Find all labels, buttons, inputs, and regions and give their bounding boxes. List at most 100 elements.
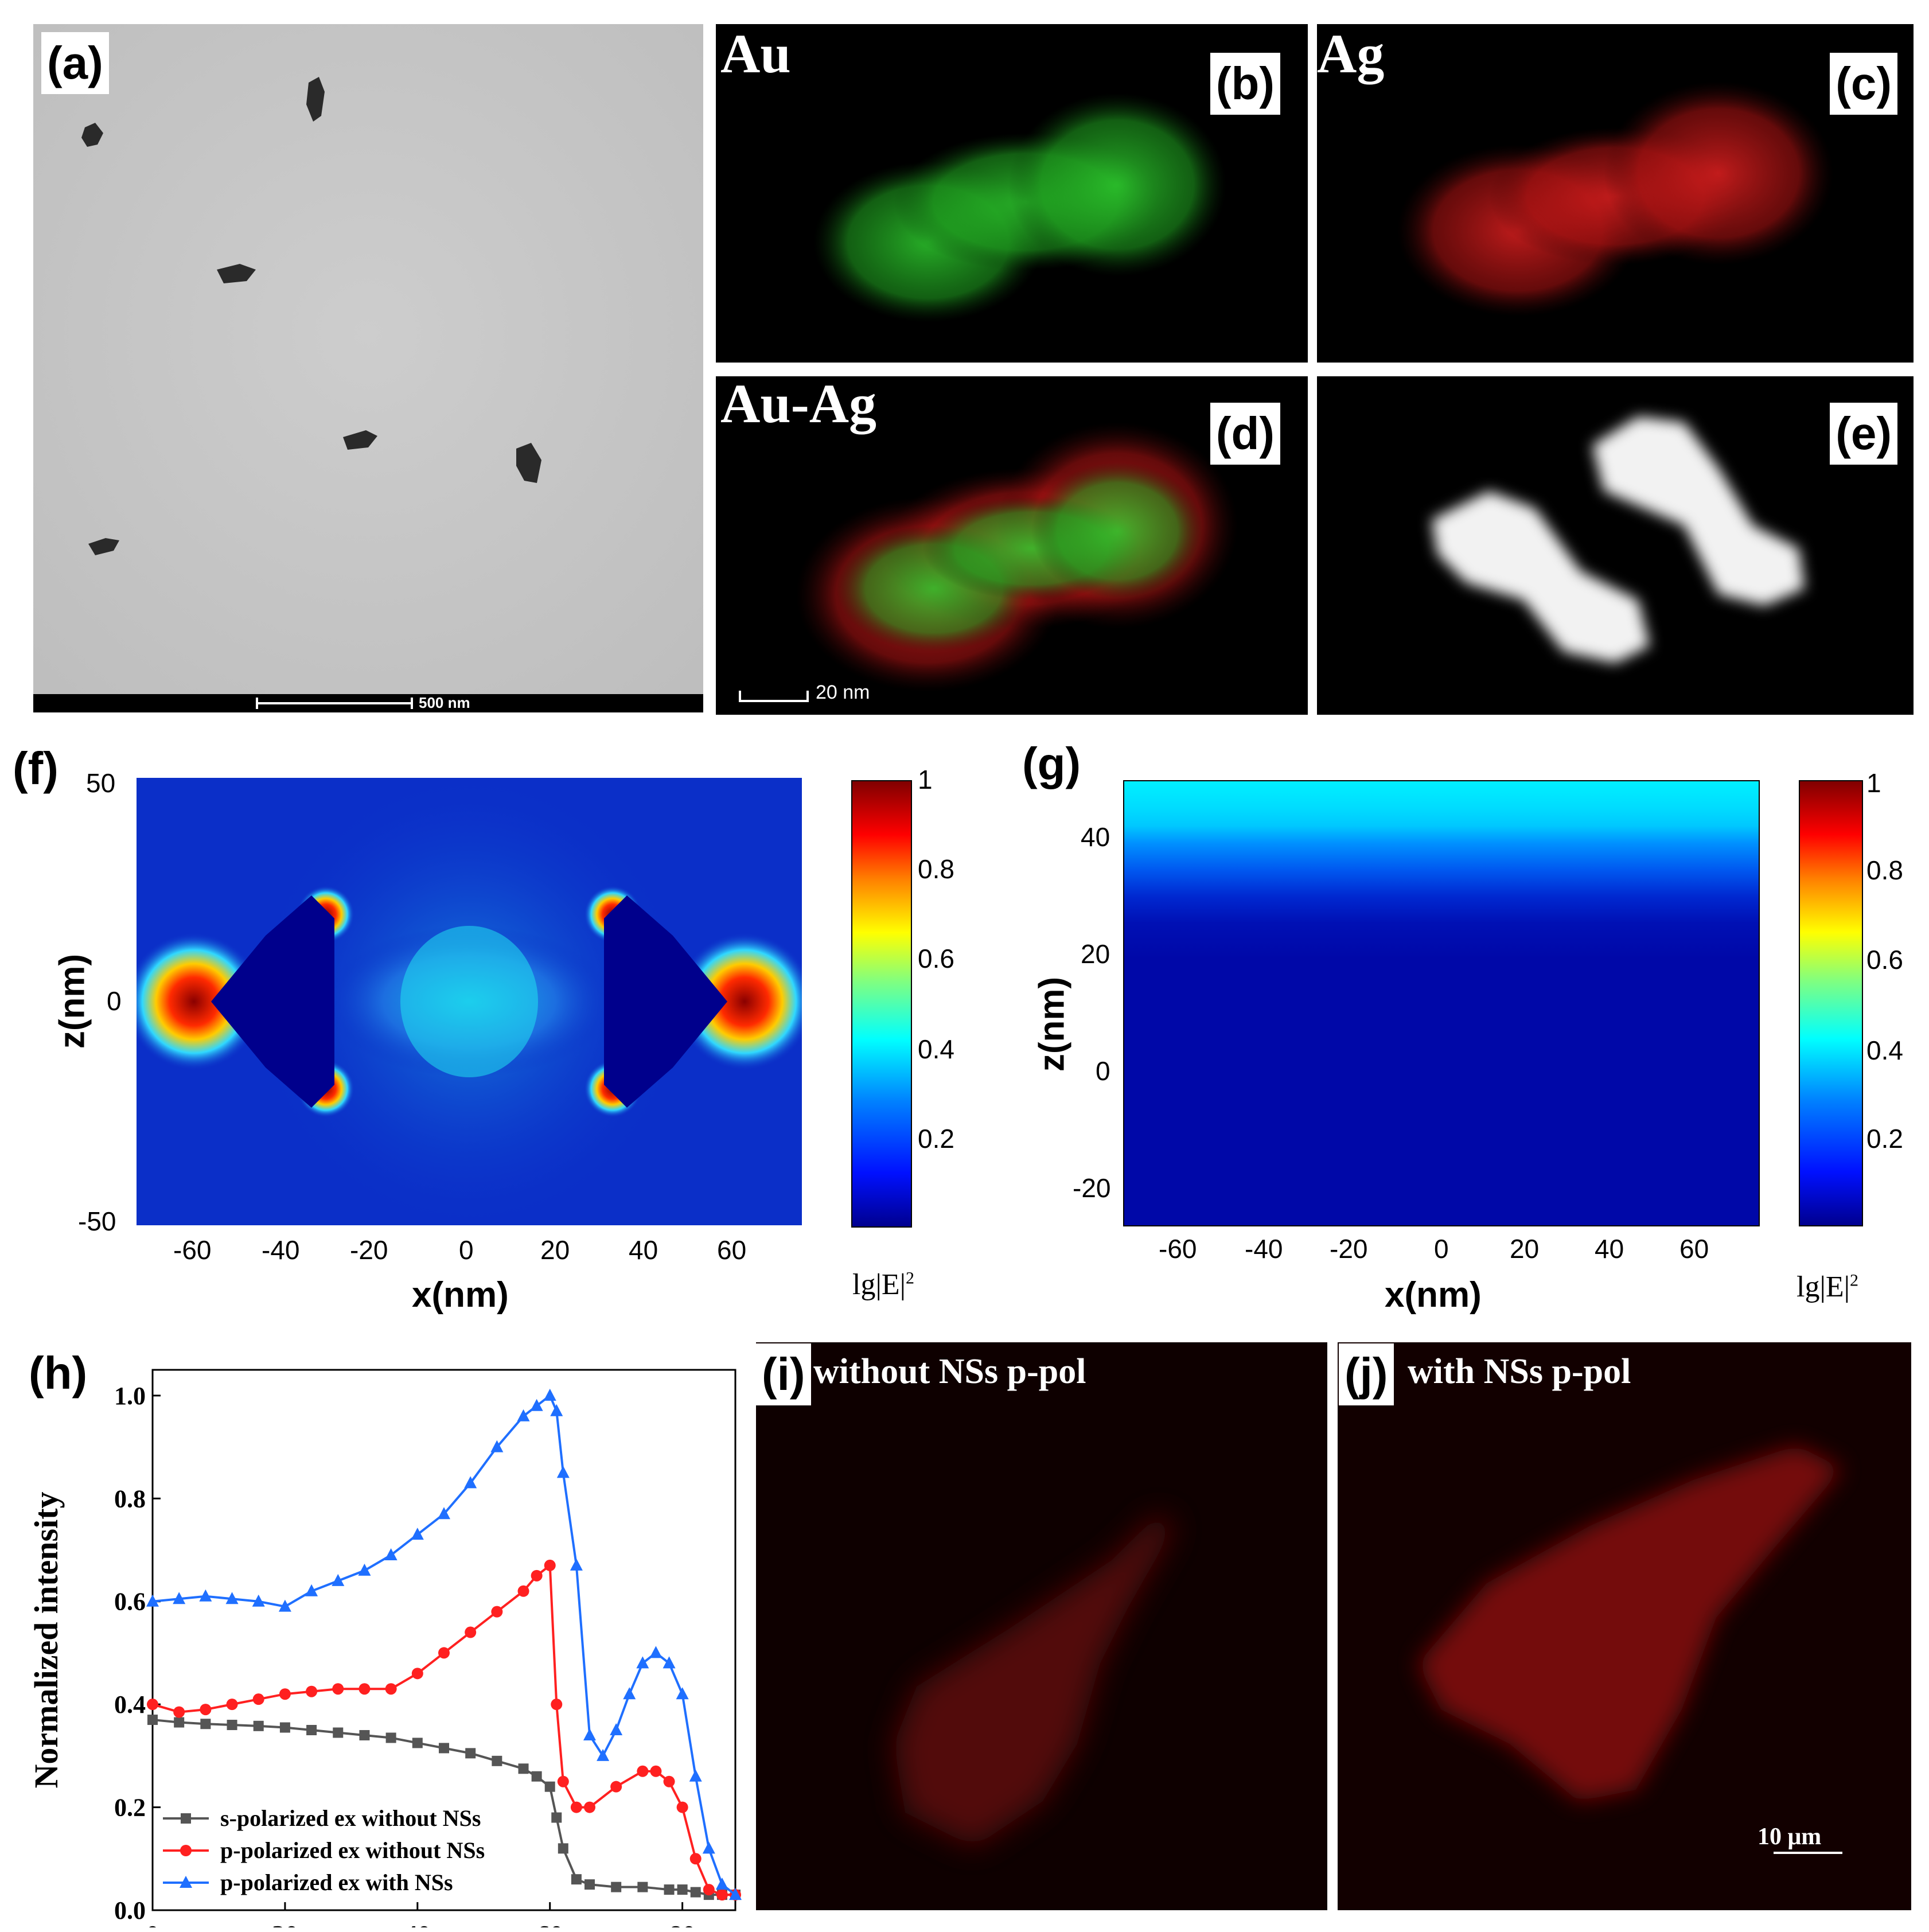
g-xtick: 60: [1679, 1234, 1709, 1264]
h-axes: 0204060800.00.20.40.60.81.0Angle/degreeN…: [28, 1369, 736, 1927]
h-data-point: [677, 1884, 688, 1895]
h-series: [146, 1388, 742, 1901]
g-colorbar: [1799, 780, 1863, 1226]
g-ylabel: z(nm): [1032, 976, 1072, 1072]
h-data-point: [358, 1563, 371, 1576]
h-data-point: [583, 1728, 596, 1740]
f-xlabel: x(nm): [412, 1275, 509, 1315]
h-data-point: [278, 1599, 291, 1612]
panel-b-au-map: Au (b): [716, 24, 1308, 363]
h-data-point: [531, 1569, 543, 1582]
h-ytick-label: 0.0: [114, 1896, 146, 1925]
h-data-point: [147, 1715, 158, 1725]
f-xtick: -60: [173, 1235, 212, 1265]
h-data-point: [252, 1693, 264, 1705]
h-ytick-label: 0.8: [114, 1485, 146, 1513]
f-xtick: 0: [459, 1235, 474, 1265]
h-ytick-label: 0.2: [114, 1794, 146, 1822]
panel-d-auag-map: Au-Ag (d) 20 nm: [716, 376, 1308, 715]
h-data-point: [716, 1889, 728, 1901]
h-data-point: [491, 1606, 503, 1618]
g-heatmap: [1123, 780, 1760, 1226]
h-data-point: [306, 1685, 318, 1697]
g-cb-unit: lg|E|2: [1796, 1270, 1858, 1304]
f-field-map: [137, 778, 802, 1225]
h-data-point: [465, 1626, 477, 1638]
h-line-chart: 0204060800.00.20.40.60.81.0Angle/degreeN…: [28, 1369, 742, 1927]
h-data-point: [279, 1688, 291, 1700]
h-data-point: [225, 1592, 239, 1604]
h-data-point: [518, 1763, 529, 1774]
g-xlabel: x(nm): [1385, 1275, 1482, 1315]
h-data-point: [147, 1699, 158, 1711]
f-xtick: -40: [262, 1235, 300, 1265]
f-cb-unit-text: lg|E|: [852, 1268, 906, 1301]
scale-bar-label: 500 nm: [419, 694, 470, 711]
auag-distribution: [739, 422, 1238, 702]
g-xtick: 0: [1434, 1234, 1449, 1264]
scale-bar-label: 20 nm: [816, 681, 870, 703]
h-data-point: [551, 1699, 563, 1711]
h-data-point: [611, 1882, 622, 1892]
panel-label-a: (a): [41, 32, 109, 94]
h-data-point: [173, 1706, 185, 1718]
h-data-point: [226, 1699, 238, 1711]
nanoparticle: [88, 538, 119, 555]
g-xtick: 40: [1595, 1234, 1624, 1264]
h-data-point: [200, 1719, 211, 1730]
element-label: Ag: [1317, 24, 1385, 84]
panel-label-g: (g): [1022, 738, 1081, 789]
h-data-point: [570, 1801, 582, 1813]
h-data-point: [664, 1884, 675, 1895]
f-ylabel: z(nm): [52, 953, 92, 1049]
h-data-point: [676, 1687, 689, 1700]
element-label: Au-Ag: [720, 376, 877, 434]
g-cbtick: 0.8: [1866, 855, 1903, 885]
f-cb-unit-sup: 2: [906, 1268, 915, 1288]
h-data-point: [490, 1440, 504, 1452]
h-data-point: [623, 1687, 636, 1700]
h-series-circle: [147, 1559, 741, 1901]
h-data-point: [412, 1738, 423, 1748]
panel-label-i: (i): [756, 1343, 811, 1405]
h-data-point: [332, 1683, 344, 1695]
f-heatmap: [137, 778, 802, 1225]
g-ytick: 0: [1096, 1056, 1110, 1086]
g-ytick: 40: [1081, 822, 1110, 852]
h-data-point: [359, 1730, 370, 1740]
h-data-point: [438, 1647, 450, 1659]
h-legend-label: p-polarized ex with NSs: [220, 1869, 453, 1895]
f-cbtick: 0.4: [918, 1034, 954, 1064]
g-cbtick: 0.2: [1866, 1124, 1903, 1154]
panel-label-h: (h): [29, 1347, 88, 1399]
h-data-point: [556, 1466, 570, 1478]
h-ytick-label: 0.4: [114, 1690, 146, 1719]
h-data-point: [650, 1765, 662, 1777]
h-data-point: [332, 1573, 345, 1586]
h-data-point: [465, 1748, 476, 1759]
h-data-point: [180, 1845, 192, 1856]
h-xtick-label: 20: [272, 1920, 298, 1927]
h-data-point: [174, 1717, 185, 1728]
g-cbtick: 1: [1866, 768, 1881, 798]
panel-label-j: (j): [1339, 1343, 1394, 1405]
h-data-point: [411, 1668, 423, 1680]
h-data-point: [557, 1775, 569, 1787]
h-xtick-label: 80: [669, 1920, 696, 1927]
f-cbtick: 1: [918, 765, 933, 794]
panel-title-i: without NSs p-pol: [813, 1352, 1086, 1391]
f-cbtick: 0.8: [918, 854, 954, 884]
g-xtick: -40: [1245, 1234, 1283, 1264]
g-cb-unit-sup: 2: [1850, 1271, 1859, 1290]
h-data-point: [146, 1594, 159, 1607]
g-cbtick: 0.4: [1866, 1035, 1903, 1065]
h-data-point: [333, 1727, 344, 1738]
h-data-point: [180, 1876, 192, 1888]
panel-label-e: (e): [1830, 403, 1897, 465]
h-data-point: [173, 1592, 186, 1604]
g-xtick: -60: [1159, 1234, 1197, 1264]
panel-title-j: with NSs p-pol: [1408, 1352, 1631, 1391]
scale-bar-label: 10 μm: [1757, 1824, 1822, 1850]
h-data-point: [253, 1720, 264, 1731]
g-ytick: 20: [1081, 939, 1110, 969]
